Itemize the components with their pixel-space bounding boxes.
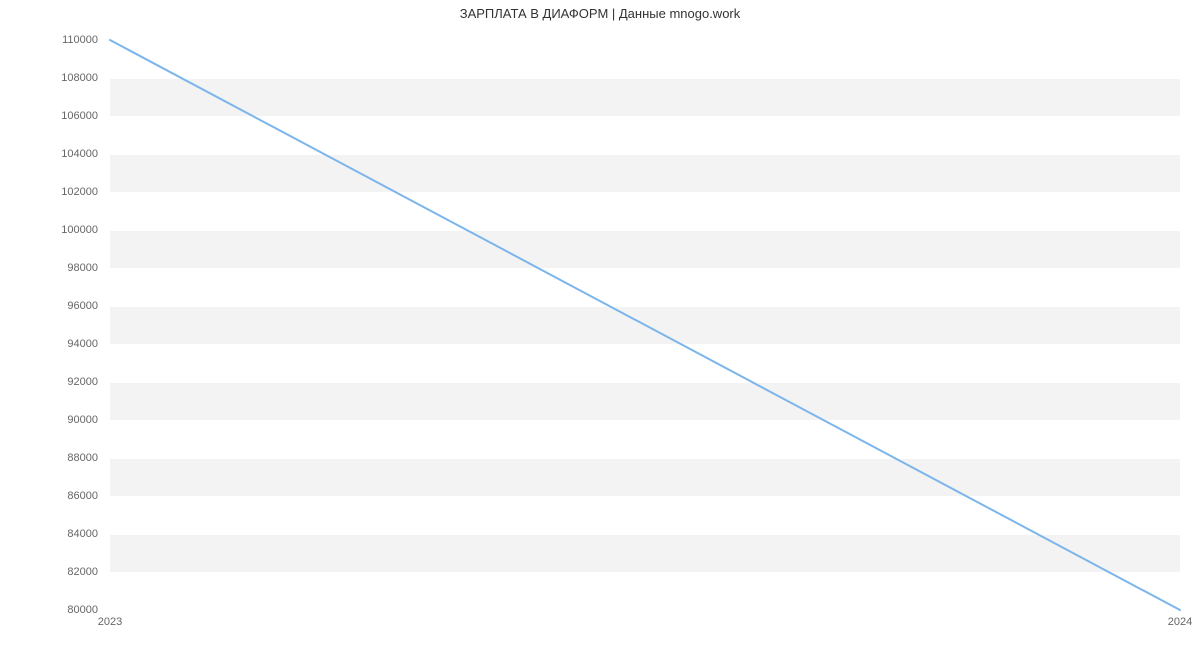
plot-area [110,40,1180,610]
y-tick-label: 94000 [0,338,98,350]
y-tick-label: 90000 [0,414,98,426]
series-line-salary [110,40,1180,610]
y-tick-label: 104000 [0,148,98,160]
y-tick-label: 88000 [0,452,98,464]
y-tick-label: 100000 [0,224,98,236]
y-tick-label: 86000 [0,490,98,502]
y-tick-label: 80000 [0,604,98,616]
y-tick-label: 108000 [0,72,98,84]
y-tick-label: 106000 [0,110,98,122]
chart-title: ЗАРПЛАТА В ДИАФОРМ | Данные mnogo.work [0,6,1200,21]
x-tick-label: 2023 [98,616,122,628]
series-layer [110,40,1180,610]
y-tick-label: 102000 [0,186,98,198]
y-tick-label: 92000 [0,376,98,388]
salary-chart: ЗАРПЛАТА В ДИАФОРМ | Данные mnogo.work 8… [0,0,1200,650]
y-tick-label: 82000 [0,566,98,578]
y-tick-label: 98000 [0,262,98,274]
y-tick-label: 84000 [0,528,98,540]
y-tick-label: 110000 [0,34,98,46]
x-tick-label: 2024 [1168,616,1192,628]
y-tick-label: 96000 [0,300,98,312]
